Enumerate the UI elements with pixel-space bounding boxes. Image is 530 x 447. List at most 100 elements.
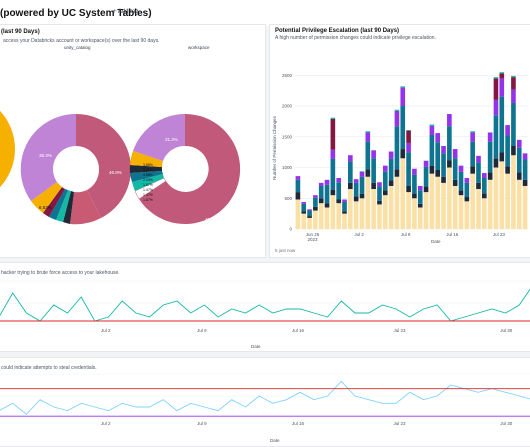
bar-segment	[511, 89, 516, 103]
pie-slice	[0, 149, 15, 188]
bar-segment	[516, 147, 522, 173]
bar-segment	[423, 186, 429, 193]
bar-segment	[348, 155, 353, 162]
bar-segment	[318, 198, 324, 204]
bar-segment	[342, 213, 347, 229]
bar-segment	[458, 195, 464, 229]
bar-segment	[388, 158, 394, 181]
bar-segment	[388, 180, 394, 186]
bar-segment	[482, 177, 487, 194]
bar-segment	[318, 182, 324, 186]
bar-segment	[493, 115, 499, 159]
bar-segment	[476, 189, 481, 229]
bar-segment	[313, 210, 318, 229]
bar-segment	[417, 185, 423, 191]
bar-segment	[400, 106, 406, 150]
bar-segment	[307, 217, 312, 229]
bar-segment	[464, 182, 470, 198]
x-tick-label: Jul 2	[101, 421, 111, 426]
bar-segment	[307, 210, 312, 217]
bar-segment	[493, 167, 499, 229]
bar-segment	[522, 179, 528, 186]
bar-segment	[464, 177, 470, 183]
bar-segment	[371, 189, 376, 229]
pie-label: 1.47%	[143, 193, 153, 197]
bar-segment	[412, 198, 417, 229]
bar-segment	[406, 130, 411, 143]
bar-segment	[429, 173, 435, 229]
bar-segment	[458, 165, 464, 172]
dashboard-header: (powered by UC System Tables) + Add tag	[0, 0, 530, 26]
dashboard-title: (powered by UC System Tables)	[0, 8, 152, 19]
y-tick-label: 1000	[282, 165, 293, 170]
bar-segment	[493, 78, 499, 100]
bar-segment	[377, 204, 382, 229]
bar-segment	[342, 211, 347, 214]
bar-segment	[353, 196, 359, 202]
bar-segment	[499, 161, 505, 229]
bar-segment	[511, 102, 516, 146]
pie-slice	[49, 189, 68, 220]
bar-segment	[441, 146, 446, 154]
pie-title-unity-catalog: unity_catalog	[64, 45, 91, 50]
bar-segment	[301, 203, 307, 212]
pie-slice	[20, 113, 76, 202]
bar-segment	[365, 131, 371, 133]
bar-segment	[464, 197, 470, 202]
bar-segment	[365, 176, 371, 229]
bar-segment	[482, 198, 487, 229]
bar-segment	[406, 185, 411, 193]
x-tick-label: Jul 9	[197, 421, 207, 426]
pie-label: 38.3%	[39, 153, 52, 158]
bar-segment	[313, 197, 318, 207]
bar-segment	[400, 149, 406, 159]
bar-segment	[388, 185, 394, 229]
y-tick-label: 2500	[282, 73, 293, 78]
bar-segment	[394, 176, 400, 229]
pie-slice	[129, 165, 162, 173]
bar-segment	[394, 126, 400, 170]
bar-segment	[447, 160, 452, 168]
pie-label: 46.8%	[109, 170, 122, 175]
bar-segment	[330, 149, 336, 159]
bar-segment	[359, 193, 365, 199]
bar-segment	[447, 126, 452, 161]
x-tick-label: Jul 23	[393, 421, 406, 426]
bar-segment	[371, 158, 376, 183]
bar-segment	[499, 78, 505, 97]
bar-segment	[324, 184, 330, 204]
brute-force-line-chart: Date Jul 2 Jul 9 Jul 16 Jul 23 Jul 30	[0, 280, 530, 349]
bar-segment	[429, 125, 435, 135]
bar-segment	[429, 124, 435, 126]
bar-segment	[382, 171, 388, 191]
y-axis-label: Number of Permission Changes	[272, 115, 277, 180]
bar-segment	[487, 179, 493, 229]
x-axis-label: Date	[270, 438, 280, 443]
series-line	[0, 288, 530, 322]
bar-segment	[313, 206, 318, 211]
bar-segment	[522, 185, 528, 229]
bar-segment	[353, 179, 359, 183]
pie-slice	[0, 110, 15, 149]
bar-segment	[511, 155, 516, 229]
privilege-escalation-panel: Potential Privilege Escalation (last 90 …	[269, 24, 530, 258]
pie-slice	[56, 190, 71, 222]
bar-segment	[330, 189, 336, 196]
add-tag-button[interactable]: + Add tag	[113, 9, 139, 15]
bar-segment	[522, 153, 528, 160]
credential-line-chart: Date Jul 2 Jul 9 Jul 16 Jul 23 Jul 30	[0, 373, 530, 443]
bar-segment	[505, 166, 510, 174]
bar-segment	[371, 182, 376, 190]
bar-segment	[482, 173, 487, 178]
bar-segment	[447, 167, 452, 229]
bar-segment	[388, 151, 394, 159]
bar-segment	[330, 158, 336, 190]
bar-segment	[406, 142, 411, 153]
bar-segment	[336, 199, 341, 204]
bar-segment	[516, 172, 522, 180]
x-tick-label: Jul 2	[101, 328, 111, 333]
bar-segment	[482, 193, 487, 199]
bar-segment	[301, 211, 307, 214]
bar-segment	[487, 172, 493, 180]
bar-segment	[342, 199, 347, 202]
